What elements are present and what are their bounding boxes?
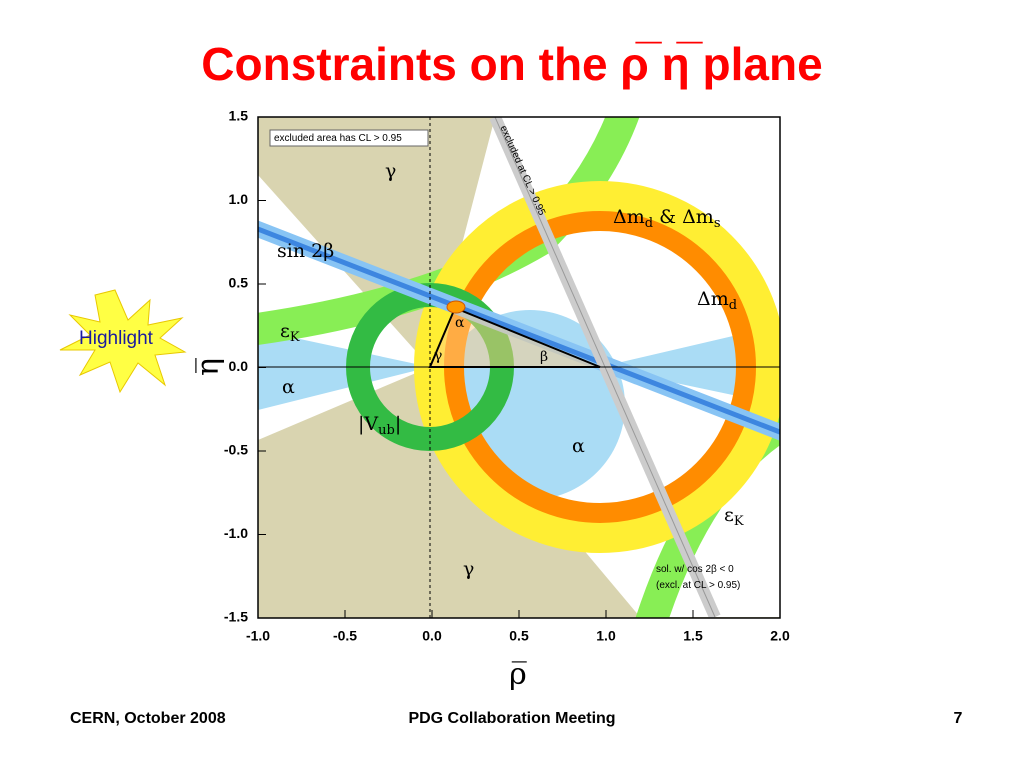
annotation-part: γ (434, 348, 442, 364)
annotation-part: α (282, 376, 295, 398)
annotation-subscript: s (714, 216, 721, 231)
annotation-part: γ (463, 558, 474, 580)
annotation-subscript: d (645, 216, 653, 231)
annotation: |Vub| (358, 413, 401, 438)
x-tick-label: 1.0 (596, 628, 616, 644)
highlight-burst (59, 289, 187, 394)
annotation: εK (280, 320, 300, 345)
annotation-part: Δm (613, 206, 645, 228)
annotation-part: |V (358, 413, 378, 435)
y-tick-label: 1.0 (229, 191, 249, 207)
footer-right: 7 (954, 710, 963, 727)
y-tick-label: -0.5 (224, 442, 248, 458)
y-axis-label: η̅ (191, 358, 226, 376)
annotation-part: (excl. at CL > 0.95) (656, 580, 740, 591)
annotation-part: excluded area has CL > 0.95 (274, 133, 402, 144)
annotation: α (455, 315, 465, 331)
x-tick-label: 0.5 (509, 628, 529, 644)
y-tick-label: 1.5 (229, 108, 249, 124)
annotation: Δmd & Δms (613, 206, 720, 231)
annotation-subscript: d (729, 298, 737, 313)
annotation-subscript: K (734, 514, 744, 529)
slide-title: Constraints on the ρ̅ η̅ plane (201, 38, 822, 90)
annotation: excluded area has CL > 0.95 (274, 133, 402, 144)
annotation: εK (724, 504, 744, 529)
annotation-part: sin 2β (277, 240, 334, 262)
annotation: sol. w/ cos 2β < 0 (656, 564, 734, 575)
annotation: γ (385, 160, 396, 182)
y-tick-label: 0.5 (229, 275, 249, 291)
annotation-part: α (455, 315, 465, 331)
annotation: β (540, 349, 548, 365)
annotation-subscript: K (290, 330, 300, 345)
annotation: (excl. at CL > 0.95) (656, 580, 740, 591)
annotation-subscript: ub (378, 423, 395, 438)
annotation-part: α (572, 435, 585, 457)
annotation: sin 2β (277, 240, 334, 262)
y-tick-label: -1.5 (224, 609, 248, 625)
annotation: Δmd (697, 288, 737, 313)
x-tick-label: -0.5 (333, 628, 357, 644)
annotation-part: Δm (697, 288, 729, 310)
annotation-part: sol. w/ cos 2β < 0 (656, 564, 734, 575)
annotation: γ (463, 558, 474, 580)
footer-left: CERN, October 2008 (70, 710, 226, 727)
plot-regions (258, 117, 780, 618)
x-tick-label: -1.0 (246, 628, 270, 644)
annotation: γ (434, 348, 442, 364)
y-tick-label: -1.0 (224, 525, 248, 541)
annotation: α (572, 435, 585, 457)
y-tick-label: 0.0 (229, 358, 249, 374)
annotation: α (282, 376, 295, 398)
annotation-part: ε (280, 320, 290, 342)
x-tick-label: 0.0 (422, 628, 442, 644)
annotation-part: & Δm (653, 206, 714, 228)
x-tick-label: 2.0 (770, 628, 790, 644)
annotation-part: γ (385, 160, 396, 182)
annotation-part: | (395, 413, 401, 435)
x-axis-label: ρ̅ (509, 657, 527, 692)
highlight-label: Highlight (79, 328, 154, 349)
x-tick-label: 1.5 (683, 628, 703, 644)
footer-center: PDG Collaboration Meeting (408, 710, 615, 727)
annotation-part: ε (724, 504, 734, 526)
annotation-part: β (540, 349, 548, 365)
